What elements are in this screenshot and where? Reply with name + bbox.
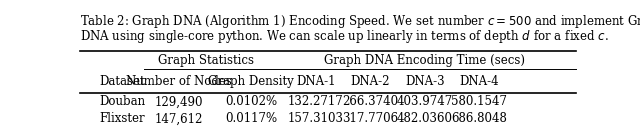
- Text: 129,490: 129,490: [155, 96, 204, 108]
- Text: 580.1547: 580.1547: [451, 96, 508, 108]
- Text: DNA-4: DNA-4: [460, 75, 499, 88]
- Text: 147,612: 147,612: [155, 112, 204, 125]
- Text: 317.7706: 317.7706: [342, 112, 398, 125]
- Text: Graph DNA Encoding Time (secs): Graph DNA Encoding Time (secs): [324, 54, 525, 67]
- Text: 157.3103: 157.3103: [287, 112, 344, 125]
- Text: 403.9747: 403.9747: [397, 96, 453, 108]
- Text: Graph Statistics: Graph Statistics: [159, 54, 255, 67]
- Text: Dataset: Dataset: [100, 75, 145, 88]
- Text: DNA-1: DNA-1: [296, 75, 335, 88]
- Text: 686.8048: 686.8048: [451, 112, 508, 125]
- Text: 0.0102%: 0.0102%: [225, 96, 277, 108]
- Text: DNA-2: DNA-2: [351, 75, 390, 88]
- Text: DNA using single-core python. We can scale up linearly in terms of depth $d$ for: DNA using single-core python. We can sca…: [80, 28, 609, 45]
- Text: 266.3740: 266.3740: [342, 96, 398, 108]
- Text: 132.2717: 132.2717: [288, 96, 344, 108]
- Text: Table 2: Graph DNA (Algorithm 1) Encoding Speed. We set number $c = 500$ and imp: Table 2: Graph DNA (Algorithm 1) Encodin…: [80, 13, 640, 30]
- Text: Flixster: Flixster: [100, 112, 145, 125]
- Text: 482.0360: 482.0360: [397, 112, 452, 125]
- Text: Number of Nodes: Number of Nodes: [126, 75, 232, 88]
- Text: Graph Density: Graph Density: [208, 75, 294, 88]
- Text: 0.0117%: 0.0117%: [225, 112, 277, 125]
- Text: DNA-3: DNA-3: [405, 75, 445, 88]
- Text: Douban: Douban: [100, 96, 146, 108]
